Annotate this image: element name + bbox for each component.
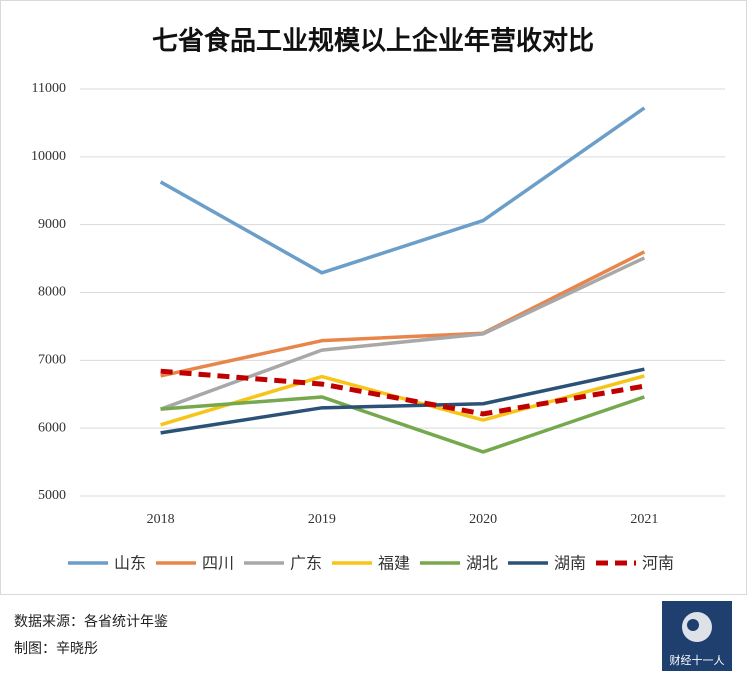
chart-border	[0, 0, 747, 595]
y-tick-label: 5000	[38, 488, 66, 503]
y-tick-label: 10000	[31, 149, 66, 164]
logo: 财经十一人	[662, 601, 732, 671]
chart-title: 七省食品工业规模以上企业年营收对比	[152, 26, 594, 57]
legend-label: 四川	[202, 554, 234, 573]
x-tick-label: 2019	[308, 512, 336, 527]
x-tick-label: 2021	[630, 512, 658, 527]
logo-text: 财经十一人	[669, 654, 725, 667]
y-tick-label: 6000	[38, 420, 66, 435]
series-line	[159, 106, 646, 275]
y-tick-label: 8000	[38, 285, 66, 300]
y-tick-label: 7000	[38, 353, 66, 368]
y-tick-label: 11000	[32, 81, 66, 96]
legend-label: 广东	[290, 554, 322, 573]
legend-label: 湖南	[554, 554, 586, 573]
legend-label: 山东	[114, 554, 146, 573]
y-tick-label: 9000	[38, 217, 66, 232]
series-line	[160, 367, 645, 435]
legend-label: 福建	[378, 554, 410, 573]
legend-label: 湖北	[466, 554, 498, 573]
legend-label: 河南	[642, 554, 674, 573]
series-line	[160, 368, 645, 417]
author: 制图：辛晓彤	[14, 641, 98, 657]
x-tick-label: 2020	[469, 512, 497, 527]
x-tick-label: 2018	[147, 512, 175, 527]
logo-icon	[682, 612, 712, 642]
series-line	[160, 250, 646, 378]
chart: 七省食品工业规模以上企业年营收对比 5000 6000 7000 8000 9000 10…	[0, 0, 747, 595]
series-line	[160, 395, 645, 454]
source: 数据来源：各省统计年鉴	[14, 614, 168, 630]
